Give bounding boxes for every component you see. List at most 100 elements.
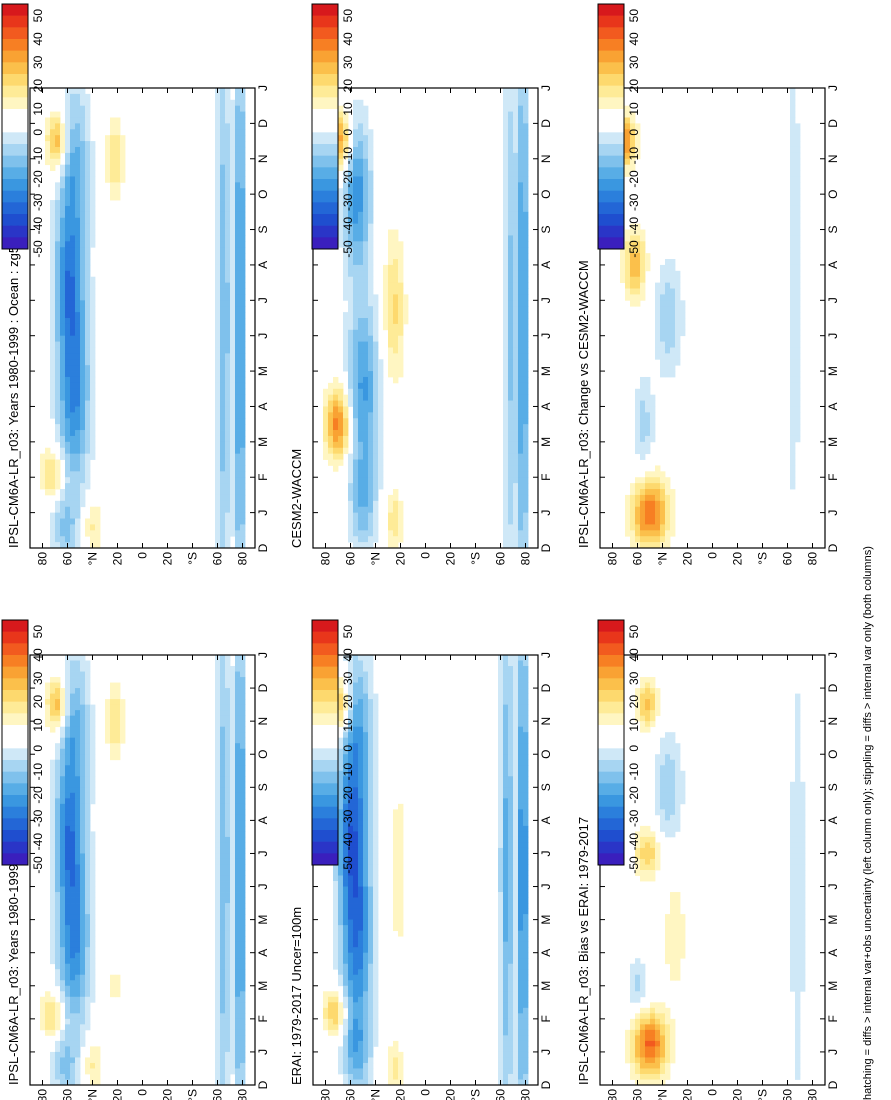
- heatmap-cell: [60, 335, 66, 342]
- heatmap-cell: [373, 825, 379, 832]
- heatmap-cell: [348, 732, 354, 739]
- heatmap-cell: [235, 969, 241, 976]
- heatmap-cell: [215, 335, 221, 342]
- heatmap-cell: [523, 781, 529, 788]
- heatmap-cell: [230, 677, 236, 683]
- heatmap-cell: [70, 376, 76, 384]
- heatmap-cell: [368, 300, 374, 307]
- heatmap-cell: [680, 798, 686, 805]
- heatmap-cell: [353, 465, 359, 472]
- heatmap-cell: [50, 359, 56, 366]
- heatmap-cell: [220, 188, 226, 195]
- heatmap-cell: [348, 1018, 354, 1025]
- heatmap-cell: [338, 776, 344, 783]
- heatmap-cell: [230, 682, 236, 689]
- heatmap-cell: [393, 235, 399, 242]
- heatmap-cell: [795, 969, 801, 976]
- heatmap-cell: [225, 721, 231, 728]
- heatmap-cell: [70, 660, 76, 667]
- heatmap-cell: [523, 1007, 529, 1014]
- heatmap-cell: [358, 1051, 364, 1058]
- heatmap-cell: [220, 1079, 226, 1086]
- heatmap-cell: [55, 963, 61, 970]
- heatmap-cell: [110, 748, 116, 755]
- heatmap-cell: [508, 732, 514, 739]
- heatmap-cell: [75, 200, 81, 207]
- heatmap-cell: [90, 170, 96, 177]
- heatmap-cell: [518, 864, 524, 871]
- heatmap-cell: [800, 925, 806, 932]
- heatmap-cell: [368, 1002, 374, 1009]
- heatmap-cell: [333, 881, 339, 887]
- heatmap-cell: [225, 158, 231, 166]
- heatmap-cell: [358, 99, 364, 107]
- heatmap-cell: [393, 875, 399, 882]
- heatmap-cell: [523, 831, 529, 838]
- heatmap-cell: [60, 908, 66, 915]
- time-tick-label: M: [256, 981, 270, 991]
- heatmap-cell: [230, 335, 236, 342]
- heatmap-cell: [523, 1057, 529, 1064]
- heatmap-cell: [393, 500, 399, 508]
- heatmap-cell: [645, 1018, 651, 1025]
- heatmap-cell: [95, 1079, 101, 1086]
- heatmap-cell: [338, 1062, 344, 1069]
- heatmap-cell: [343, 435, 349, 443]
- heatmap-cell: [80, 259, 86, 266]
- heatmap-cell: [220, 776, 226, 783]
- heatmap-cell: [90, 930, 96, 937]
- heatmap-cell: [75, 135, 81, 142]
- heatmap-cell: [85, 176, 91, 183]
- heatmap-cell: [660, 1068, 666, 1075]
- heatmap-cell: [368, 660, 374, 667]
- heatmap-cell: [225, 146, 231, 154]
- heatmap-cell: [70, 500, 76, 508]
- heatmap-cell: [343, 836, 349, 843]
- heatmap-cell: [338, 205, 344, 213]
- heatmap-cell: [235, 991, 241, 998]
- heatmap-cell: [80, 365, 86, 372]
- heatmap-cell: [343, 200, 349, 207]
- heatmap-cell: [110, 974, 116, 981]
- heatmap-cell: [358, 176, 364, 183]
- heatmap-cell: [235, 693, 241, 700]
- heatmap-cell: [75, 787, 81, 794]
- heatmap-cell: [75, 371, 81, 378]
- heatmap-cell: [513, 1068, 519, 1075]
- heatmap-cell: [680, 776, 686, 783]
- heatmap-cell: [225, 881, 231, 887]
- heatmap-cell: [800, 914, 806, 921]
- heatmap-cell: [235, 494, 241, 502]
- heatmap-cell: [50, 229, 56, 236]
- heatmap-cell: [343, 412, 349, 419]
- heatmap-cell: [60, 969, 66, 976]
- heatmap-cell: [498, 985, 504, 992]
- heatmap-cell: [225, 914, 231, 921]
- heatmap-cell: [240, 424, 246, 431]
- heatmap-cell: [795, 985, 801, 992]
- heatmap-cell: [50, 489, 56, 496]
- heatmap-cell: [373, 447, 379, 455]
- heatmap-cell: [50, 129, 56, 136]
- heatmap-cell: [225, 294, 231, 301]
- heatmap-cell: [323, 400, 329, 407]
- heatmap-cell: [388, 335, 394, 342]
- heatmap-cell: [513, 914, 519, 921]
- heatmap-cell: [665, 1024, 671, 1031]
- heatmap-cell: [240, 158, 246, 166]
- heatmap-cell: [70, 765, 76, 772]
- heatmap-cell: [220, 123, 226, 130]
- heatmap-cell: [508, 908, 514, 915]
- heatmap-cell: [75, 969, 81, 976]
- heatmap-cell: [660, 1013, 666, 1020]
- heatmap-cell: [333, 406, 339, 413]
- heatmap-cell: [65, 1018, 71, 1025]
- heatmap-cell: [503, 803, 509, 810]
- heatmap-cell: [343, 223, 349, 230]
- heatmap-cell: [115, 123, 121, 130]
- heatmap-cell: [85, 347, 91, 354]
- heatmap-cell: [373, 318, 379, 325]
- heatmap-cell: [338, 715, 344, 722]
- heatmap-cell: [795, 743, 801, 750]
- heatmap-cell: [55, 270, 61, 278]
